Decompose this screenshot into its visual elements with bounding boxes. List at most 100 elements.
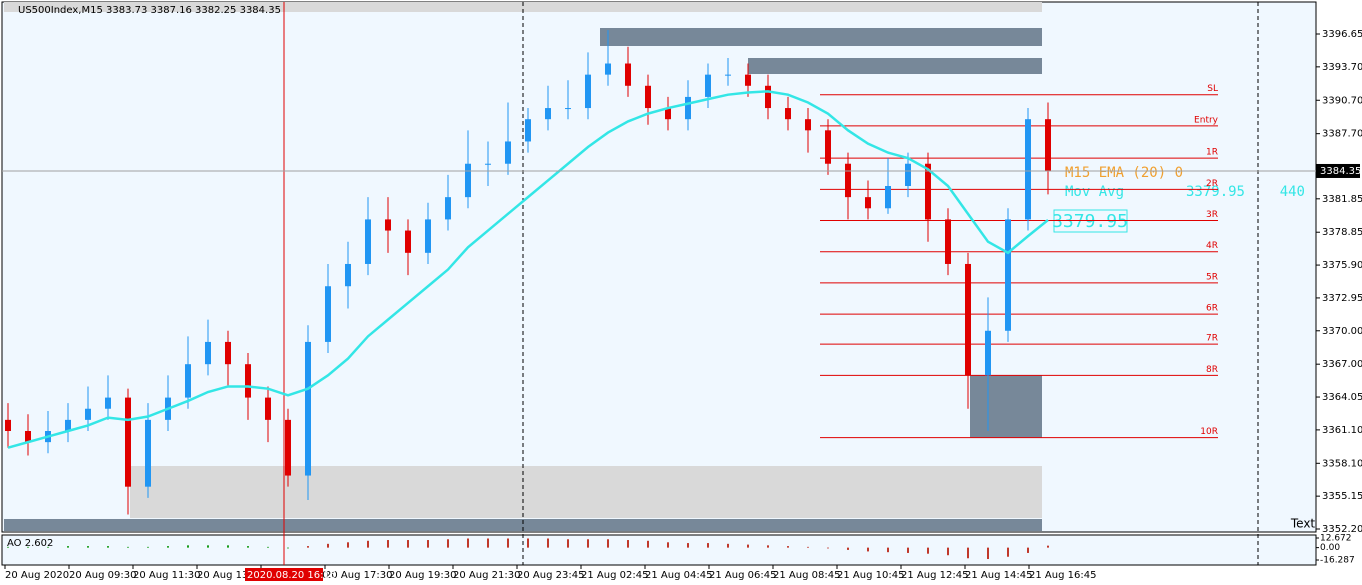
candle-body [345,263,351,287]
y-tick-label: 3390.70 [1322,95,1362,106]
y-tick-label: 3393.70 [1322,62,1362,73]
candle-body [465,163,471,198]
candle-body [245,364,251,398]
x-tick-label: 20 Aug 19:30 [389,570,456,581]
candle-body [625,63,631,86]
candle-body [485,163,491,165]
level-label: 1R [1206,148,1218,158]
candle-body [525,119,531,142]
candle-body [145,419,151,487]
x-tick-label: 20 Aug 2020 [5,570,69,581]
corner-text: Text [1290,517,1316,531]
y-tick-label: 3370.00 [1322,326,1362,337]
level-label: SL [1207,84,1218,94]
x-tick-label: 20 Aug 13:30 [197,570,264,581]
candle-body [105,397,111,409]
y-tick-label: 3375.90 [1322,260,1362,271]
y-tick-label: 3355.15 [1322,491,1362,502]
ema-value-box: 3379.95 [1052,211,1128,232]
x-tick-label: 21 Aug 14:45 [965,570,1032,581]
candle-body [925,163,931,220]
candle-body [765,85,771,109]
y-tick-label: 3361.10 [1322,425,1362,436]
candle-body [965,263,971,376]
candle-body [605,63,611,75]
candle-body [205,341,211,365]
y-tick-label: 3364.05 [1322,392,1362,403]
candle-body [225,341,231,365]
x-tick-label: 20 Aug 11:30 [133,570,200,581]
zone [970,375,1042,438]
candle-body [685,96,691,120]
candle-body [505,141,511,164]
candle-body [845,163,851,198]
x-tick-label: 20 Aug 17:30 [325,570,392,581]
cursor-time: 2020.08.20 16:15 [247,570,336,581]
ema-line [7,90,1049,449]
candle-body [265,397,271,420]
main-pane [1,1,1317,533]
candle-body [945,219,951,264]
x-tick-label: 20 Aug 23:45 [517,570,584,581]
y-tick-label: 3387.70 [1322,129,1362,140]
candle-body [665,108,671,120]
ao-tick-label: 0.00 [1320,543,1340,553]
candle-body [585,74,591,109]
candle-body [185,364,191,398]
candle-body [805,119,811,131]
zone [748,58,1042,74]
candle-body [5,419,11,432]
candle-body [25,431,31,443]
ao-tick-label: 12.672 [1320,534,1352,544]
price-label: 3384.35 [1320,166,1361,177]
candle-body [305,341,311,476]
y-tick-label: 3358.10 [1322,458,1362,469]
candle-body [985,330,991,376]
mov-avg-count: 440 [1280,184,1305,200]
y-tick-label: 3396.65 [1322,29,1362,40]
candle-body [405,230,411,253]
x-tick-label: 21 Aug 10:45 [837,570,904,581]
candle-body [705,74,711,97]
candle-body [85,408,91,420]
candle-body [565,108,571,110]
zone [600,28,1042,46]
level-label: 4R [1206,241,1218,251]
level-label: 6R [1206,304,1218,314]
candle-body [905,163,911,187]
candle-body [1005,219,1011,331]
level-label: 5R [1206,272,1218,282]
ema-label: M15 EMA (20) 0 [1065,165,1183,181]
candle-body [425,219,431,253]
y-tick-label: 3372.95 [1322,293,1362,304]
level-label: 8R [1206,365,1218,375]
x-tick-label: 21 Aug 04:45 [645,570,712,581]
ao-title: AO 2.602 [7,538,53,549]
x-tick-label: 21 Aug 16:45 [1029,570,1096,581]
candle-body [785,108,791,120]
candle-body [445,197,451,220]
level-label: Entry [1194,115,1219,125]
cursor-time-box [245,568,323,581]
candle-body [745,74,751,86]
mov-avg-label: Mov Avg [1065,184,1124,200]
x-tick-label: 21 Aug 08:45 [773,570,840,581]
candle-body [725,74,731,76]
level-label: 3R [1206,210,1218,220]
candle-body [545,108,551,120]
x-tick-label: 20 Aug 21:30 [453,570,520,581]
zone [130,466,1042,518]
candle-body [1045,119,1051,171]
header: US500Index,M15 3383.73 3387.16 3382.25 3… [18,5,281,16]
candle-body [325,286,331,342]
level-label: 2R [1206,179,1218,189]
ao-pane [1,534,1317,566]
candle-body [65,419,71,432]
candle-body [365,219,371,264]
mov-avg-value: 3379.95 [1186,184,1245,200]
level-label: 7R [1206,334,1218,344]
x-tick-label: 21 Aug 12:45 [901,570,968,581]
level-label: 10R [1200,427,1218,437]
y-tick-label: 3381.85 [1322,194,1362,205]
